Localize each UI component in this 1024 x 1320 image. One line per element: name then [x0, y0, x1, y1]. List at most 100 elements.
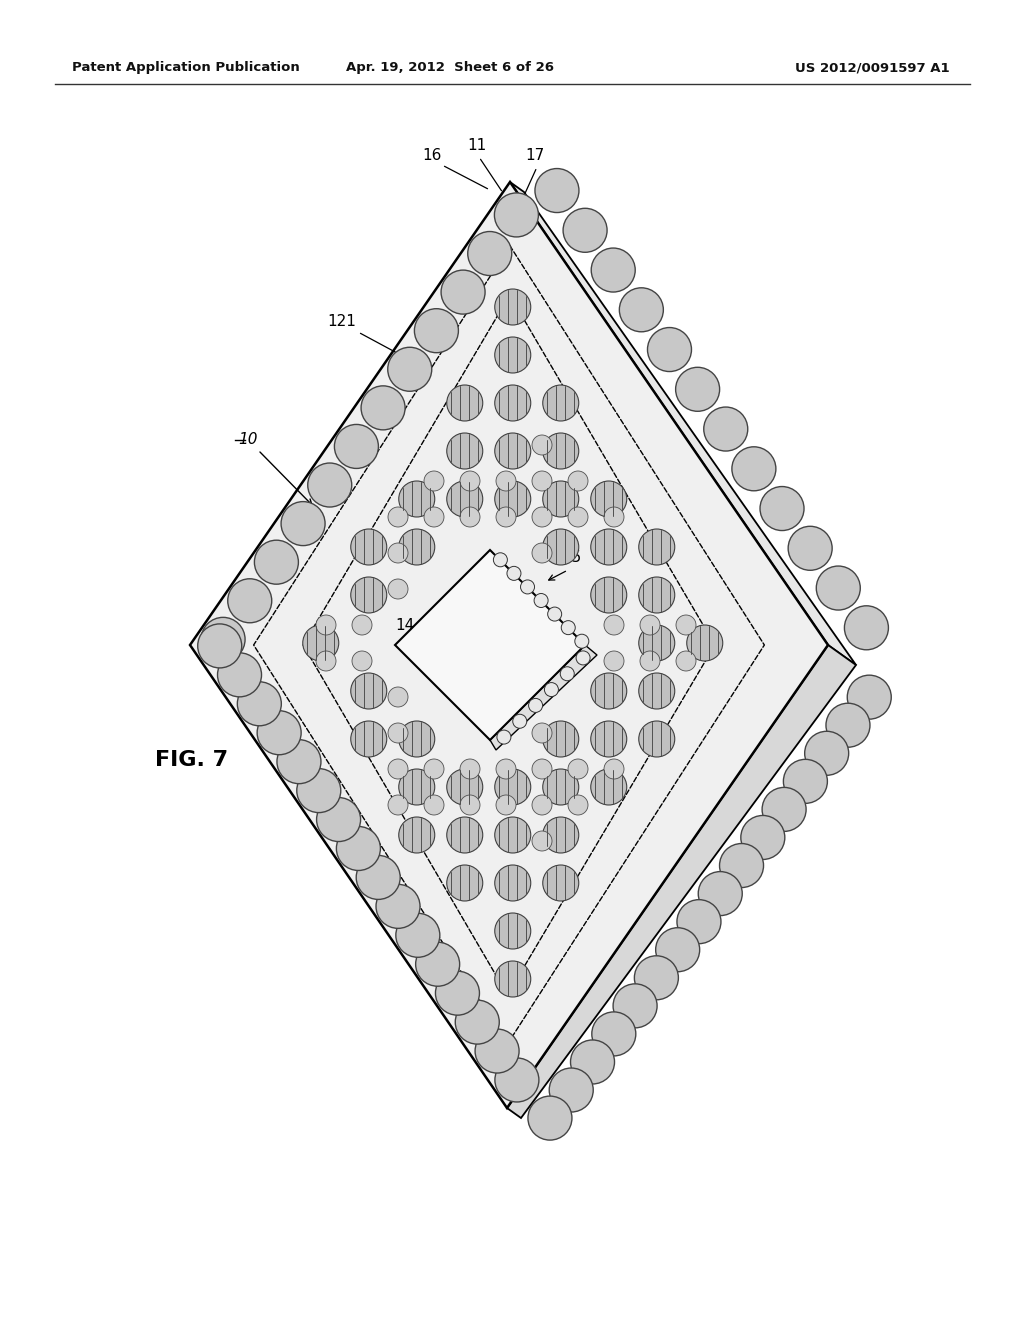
Circle shape [532, 795, 552, 814]
Circle shape [698, 871, 742, 916]
Circle shape [396, 913, 440, 957]
Circle shape [316, 797, 360, 842]
Circle shape [351, 577, 387, 612]
Circle shape [495, 865, 530, 902]
Circle shape [528, 1096, 572, 1140]
Circle shape [456, 1001, 500, 1044]
Circle shape [496, 759, 516, 779]
Circle shape [398, 721, 435, 756]
Circle shape [446, 865, 482, 902]
Circle shape [847, 675, 891, 719]
Circle shape [548, 607, 562, 622]
Circle shape [676, 615, 696, 635]
Circle shape [388, 759, 408, 779]
Circle shape [591, 480, 627, 517]
Circle shape [496, 795, 516, 814]
Circle shape [532, 832, 552, 851]
Circle shape [351, 721, 387, 756]
Text: 11: 11 [467, 137, 486, 153]
Circle shape [543, 529, 579, 565]
Circle shape [446, 480, 482, 517]
Circle shape [520, 579, 535, 594]
Circle shape [468, 231, 512, 276]
Circle shape [335, 425, 379, 469]
Circle shape [446, 817, 482, 853]
Polygon shape [507, 645, 856, 1118]
Circle shape [676, 367, 720, 412]
Circle shape [591, 770, 627, 805]
Circle shape [577, 651, 590, 665]
Circle shape [475, 1030, 519, 1073]
Circle shape [570, 1040, 614, 1084]
Text: Apr. 19, 2012  Sheet 6 of 26: Apr. 19, 2012 Sheet 6 of 26 [346, 62, 554, 74]
Circle shape [591, 577, 627, 612]
Circle shape [620, 288, 664, 331]
Circle shape [497, 730, 511, 744]
Circle shape [535, 169, 579, 213]
Circle shape [543, 865, 579, 902]
Circle shape [677, 900, 721, 944]
Circle shape [639, 721, 675, 756]
Circle shape [760, 487, 804, 531]
Circle shape [388, 795, 408, 814]
Circle shape [460, 759, 480, 779]
Circle shape [543, 817, 579, 853]
Circle shape [495, 385, 530, 421]
Circle shape [496, 471, 516, 491]
Circle shape [460, 507, 480, 527]
Circle shape [446, 433, 482, 469]
Text: 17: 17 [525, 148, 545, 162]
Circle shape [424, 795, 444, 814]
Circle shape [604, 507, 624, 527]
Circle shape [398, 529, 435, 565]
Circle shape [676, 651, 696, 671]
Circle shape [604, 615, 624, 635]
Circle shape [640, 651, 660, 671]
Circle shape [388, 347, 432, 391]
Circle shape [388, 579, 408, 599]
Circle shape [507, 566, 521, 581]
Circle shape [788, 527, 833, 570]
Circle shape [535, 594, 548, 607]
Circle shape [591, 248, 635, 292]
Circle shape [816, 566, 860, 610]
Circle shape [460, 471, 480, 491]
Circle shape [398, 770, 435, 805]
Circle shape [532, 723, 552, 743]
Circle shape [276, 739, 321, 784]
Circle shape [613, 983, 657, 1028]
Circle shape [424, 507, 444, 527]
Circle shape [495, 1057, 539, 1102]
Text: 10: 10 [239, 433, 258, 447]
Circle shape [545, 682, 558, 697]
Polygon shape [510, 182, 856, 665]
Circle shape [762, 788, 806, 832]
Circle shape [528, 698, 543, 713]
Circle shape [826, 704, 870, 747]
Circle shape [647, 327, 691, 371]
Circle shape [513, 714, 526, 729]
Circle shape [435, 972, 479, 1015]
Circle shape [376, 884, 420, 928]
Circle shape [639, 577, 675, 612]
Circle shape [740, 816, 784, 859]
Circle shape [568, 507, 588, 527]
Text: US 2012/0091597 A1: US 2012/0091597 A1 [796, 62, 950, 74]
Circle shape [201, 618, 245, 661]
Text: Patent Application Publication: Patent Application Publication [72, 62, 300, 74]
Text: 14: 14 [395, 618, 415, 632]
Circle shape [532, 436, 552, 455]
Circle shape [356, 855, 400, 899]
Circle shape [337, 826, 380, 870]
Circle shape [543, 433, 579, 469]
Circle shape [495, 480, 530, 517]
Circle shape [703, 407, 748, 451]
Circle shape [495, 961, 530, 997]
Circle shape [495, 770, 530, 805]
Circle shape [591, 721, 627, 756]
Circle shape [316, 615, 336, 635]
Circle shape [398, 480, 435, 517]
Text: 121: 121 [328, 314, 356, 330]
Circle shape [351, 529, 387, 565]
Circle shape [568, 795, 588, 814]
